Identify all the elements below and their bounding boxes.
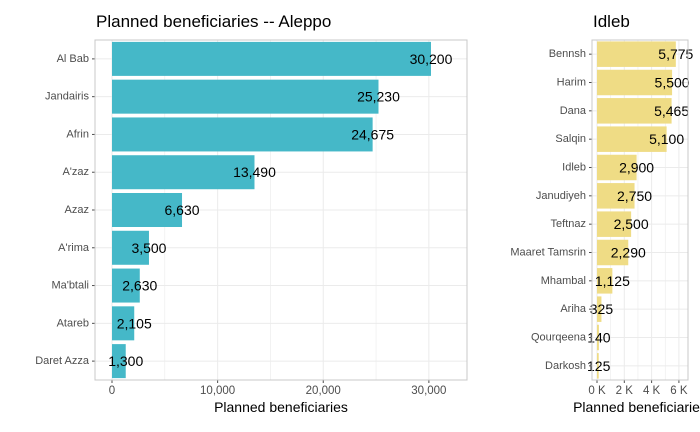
aleppo-bar [112, 41, 431, 76]
idleb-x-tick-label: 4 K [643, 385, 661, 397]
aleppo-x-tick-label: 10,000 [200, 385, 235, 397]
idleb-bar [597, 98, 672, 124]
aleppo-value-label: 30,200 [410, 51, 453, 67]
aleppo-value-label: 2,105 [117, 315, 152, 331]
idleb-category-label: Salqin [555, 133, 586, 145]
aleppo-value-label: 3,500 [131, 240, 166, 256]
idleb-bar [597, 154, 637, 181]
idleb-bar [597, 268, 613, 294]
aleppo-category-label: Jandairis [45, 91, 90, 103]
idleb-value-label: 325 [590, 301, 614, 317]
idleb-bar [597, 183, 635, 209]
aleppo-bar [112, 155, 255, 190]
idleb-category-label: Teftnaz [551, 218, 586, 230]
aleppo-value-label: 6,630 [165, 202, 200, 218]
idleb-bar [597, 41, 676, 67]
idleb-value-label: 140 [587, 330, 611, 346]
aleppo-panel: 30,200 25,230 24,675 13,490 6,630 3,500 2,630 2… [35, 39, 468, 415]
idleb-value-label: 5,100 [649, 131, 684, 147]
aleppo-bar [112, 79, 379, 114]
idleb-category-label: Maaret Tamsrin [510, 247, 586, 259]
idleb-category-label: Bennsh [549, 48, 586, 60]
idleb-value-label: 2,900 [619, 160, 654, 176]
aleppo-x-tick-label: 20,000 [306, 385, 341, 397]
aleppo-category-label: Al Bab [57, 53, 89, 65]
idleb-panel-border [591, 39, 689, 381]
idleb-bar [597, 296, 602, 322]
idleb-chart-title: Idleb [593, 12, 630, 31]
idleb-panel: 5,775 5,500 5,465 5,100 2,900 2,750 2,500 2,290… [510, 39, 700, 415]
idleb-x-tick-label: 0 K [588, 385, 606, 397]
idleb-bar [597, 126, 667, 152]
aleppo-category-label: Azaz [65, 204, 89, 216]
aleppo-panel-border [94, 39, 468, 381]
aleppo-category-label: Ma'btali [51, 280, 89, 292]
aleppo-bar [112, 117, 373, 152]
idleb-value-label: 2,500 [614, 216, 649, 232]
idleb-value-label: 2,290 [611, 245, 646, 261]
idleb-bar [597, 69, 673, 96]
aleppo-category-label: Afrin [66, 128, 89, 140]
idleb-category-label: Qourqeena [531, 332, 587, 344]
aleppo-x-tick-label: 0 [109, 385, 115, 397]
aleppo-value-label: 2,630 [122, 278, 157, 294]
idleb-value-label: 125 [587, 358, 611, 374]
aleppo-value-label: 13,490 [233, 164, 276, 180]
idleb-bar [597, 211, 632, 237]
idleb-category-label: Dana [560, 105, 587, 117]
aleppo-value-label: 1,300 [108, 353, 143, 369]
aleppo-bar [112, 344, 126, 379]
aleppo-category-label: A'rima [58, 242, 90, 254]
idleb-category-label: Darkosh [545, 360, 586, 372]
idleb-value-label: 2,750 [617, 188, 652, 204]
aleppo-value-label: 24,675 [351, 126, 394, 142]
idleb-category-label: Ariha [560, 303, 587, 315]
idleb-bar [597, 239, 629, 266]
idleb-value-label: 5,775 [658, 46, 693, 62]
idleb-value-label: 1,125 [595, 273, 630, 289]
aleppo-bar [112, 306, 135, 341]
aleppo-x-tick-label: 30,000 [411, 385, 446, 397]
idleb-x-tick-label: 2 K [616, 385, 634, 397]
idleb-x-tick-label: 6 K [670, 385, 688, 397]
idleb-value-label: 5,500 [655, 75, 690, 91]
aleppo-x-axis-title: Planned beneficiaries [214, 399, 348, 415]
idleb-value-label: 5,465 [654, 103, 689, 119]
idleb-category-label: Janudiyeh [536, 190, 586, 202]
idleb-x-axis-title: Planned beneficiaries [573, 399, 700, 415]
idleb-category-label: Mhambal [541, 275, 586, 287]
idleb-bar [597, 353, 599, 379]
aleppo-chart-title: Planned beneficiaries -- Aleppo [96, 12, 332, 31]
aleppo-category-label: A'zaz [62, 166, 89, 178]
aleppo-category-label: Daret Azza [35, 355, 90, 367]
aleppo-bar [112, 230, 149, 265]
idleb-category-label: Idleb [562, 162, 586, 174]
aleppo-value-label: 25,230 [357, 89, 400, 105]
idleb-bar [597, 324, 599, 351]
aleppo-category-label: Atareb [57, 317, 89, 329]
idleb-category-label: Harim [557, 77, 586, 89]
aleppo-bar [112, 268, 140, 303]
aleppo-bar [112, 193, 183, 227]
